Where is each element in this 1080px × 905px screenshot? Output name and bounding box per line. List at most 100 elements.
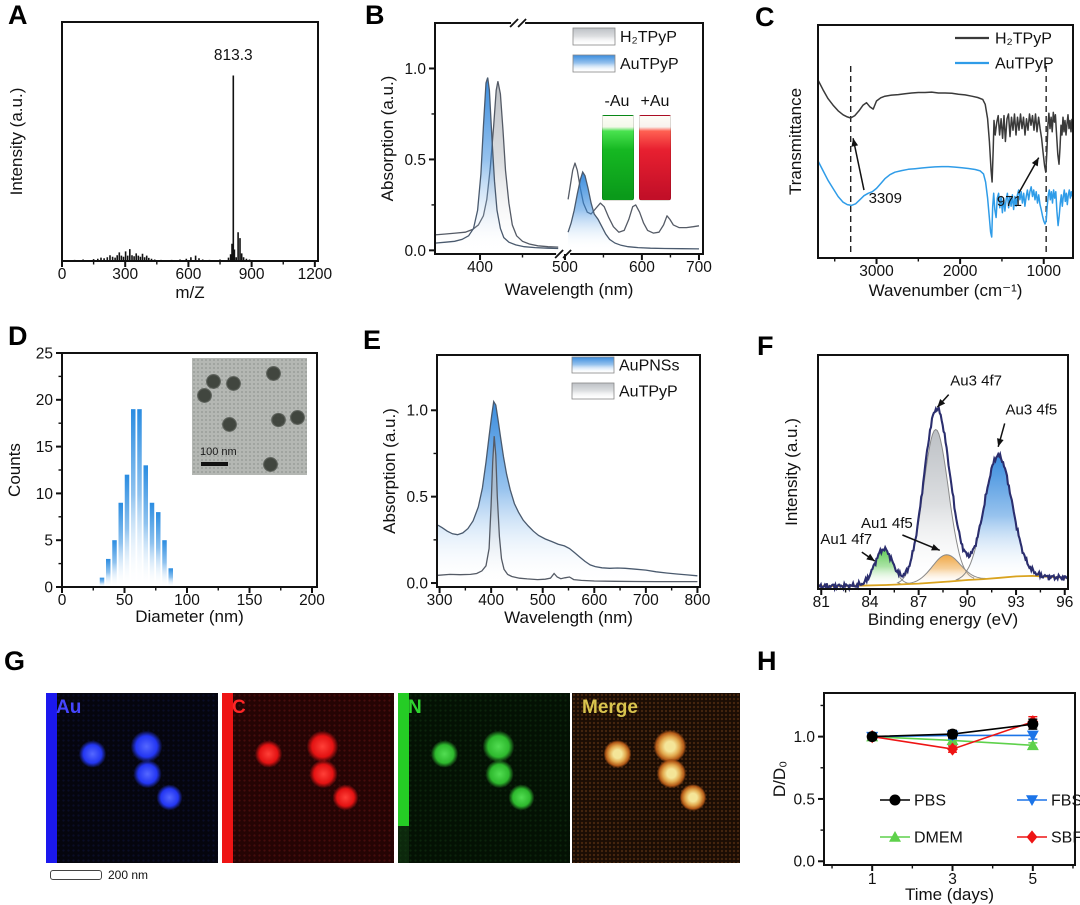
eds-map-label: Au xyxy=(56,697,82,718)
panel-g: G Au C N Merge 200 nm xyxy=(0,640,755,905)
y-tick-label: 25 xyxy=(36,345,53,362)
x-tick-label: 50 xyxy=(116,592,134,609)
legend-label: FBS xyxy=(1051,793,1080,810)
axes: 0 300 600 900 1200 m/Z Intensity (a.u.) xyxy=(7,88,332,302)
annotation-text: Au3 4f7 xyxy=(950,373,1002,390)
detector-edge-bar xyxy=(46,693,57,863)
eds-map-label: N xyxy=(408,697,422,718)
xps-component-Au3 4f7 xyxy=(896,428,975,585)
tem-scale-label: 100 nm xyxy=(200,446,237,458)
nanoparticle-blob xyxy=(603,740,632,768)
nanoparticle-blob xyxy=(306,730,340,764)
plot-frame xyxy=(817,24,1074,259)
absorption-chart: 300 400 500 600 700 800 0.0 0.5 1.0 Wavelength (n… xyxy=(380,354,711,627)
panel-a-label: A xyxy=(8,0,28,30)
x-tick-label: 1000 xyxy=(1026,263,1061,280)
x-axis-title: Wavelength (nm) xyxy=(504,608,633,627)
stability-chart: 1 3 5 0.0 0.5 1.0 Time (days) D/D₀ PBS DMEM FBS SBF xyxy=(770,692,1080,904)
x-tick-label: 1200 xyxy=(298,266,333,283)
eds-map-au: Au xyxy=(46,693,218,863)
absorption-chart-broken-axis: 400 500 600 700 0.0 0.5 1.0 Wavelength (nm) Abso… xyxy=(378,18,712,299)
y-tick-label: 1.0 xyxy=(406,403,428,420)
x-axis-title: Diameter (nm) xyxy=(135,607,244,626)
mass-spectrum-chart: 0 300 600 900 1200 m/Z Intensity (a.u.) 813.3 xyxy=(7,21,332,302)
y-tick-label: 0.0 xyxy=(404,243,426,260)
series-fill-AuPNSs xyxy=(438,401,698,584)
x-tick-label: 300 xyxy=(112,266,138,283)
series-fill-AuTPyP Q-band xyxy=(568,172,699,251)
y-tick-label: 0.5 xyxy=(793,791,815,808)
y-axis-title: D/D₀ xyxy=(770,761,789,797)
x-axis-title: Wavelength (nm) xyxy=(505,280,634,299)
series-AuTPyP Soret xyxy=(434,77,559,250)
tem-nanoparticle xyxy=(222,417,238,433)
eds-map-label: Merge xyxy=(582,697,638,718)
tem-nanoparticle xyxy=(225,376,241,392)
tem-nanoparticle xyxy=(206,373,222,389)
cuvette-minus-au xyxy=(602,115,634,201)
nanoparticle-blob xyxy=(254,740,283,769)
x-tick-label: 0 xyxy=(58,592,67,609)
xps-baseline xyxy=(817,574,1069,588)
nanoparticle-blob xyxy=(332,784,360,811)
x-tick-label: 400 xyxy=(467,259,493,276)
tem-image-inset: 100 nm xyxy=(192,358,307,475)
tem-nanoparticle xyxy=(266,365,282,381)
detector-edge-bar xyxy=(398,693,409,826)
histogram-bar xyxy=(112,540,117,587)
annotation-text: 3309 xyxy=(869,190,902,207)
x-tick-label: 81 xyxy=(813,594,830,611)
nanoparticle-blob xyxy=(130,730,164,764)
annotation-text: Au1 4f7 xyxy=(820,531,872,548)
tem-nanoparticle xyxy=(262,456,278,472)
x-tick-label: 100 xyxy=(174,592,200,609)
series-AuTPyP xyxy=(817,160,1073,238)
panel-e-label: E xyxy=(363,325,382,355)
panel-f-label: F xyxy=(757,331,774,361)
legend-label: AuTPyP xyxy=(619,384,678,401)
series-fill-H₂TPyP Soret xyxy=(435,81,559,251)
nanoparticle-blob xyxy=(430,740,459,769)
y-tick-label: 1.0 xyxy=(793,729,815,746)
legend-label: AuTPyP xyxy=(620,56,679,73)
series-mass-spectrum xyxy=(73,75,251,261)
y-tick-label: 0.0 xyxy=(793,854,815,871)
xps-chart: 81 84 87 90 93 96 Binding energy (eV) Intensity… xyxy=(782,354,1073,629)
x-tick-label: 90 xyxy=(959,594,977,611)
series-fill-AuTPyP Soret xyxy=(435,77,559,251)
x-tick-label: 93 xyxy=(1007,594,1024,611)
y-tick-label: 0.0 xyxy=(406,575,428,592)
axes: 0 50 100 150 200 0 5 10 15 20 25 Diameter (nm) Count… xyxy=(5,345,325,626)
y-axis-title: Transmittance xyxy=(786,88,805,195)
x-axis-title: m/Z xyxy=(175,283,204,302)
panel-c-label: C xyxy=(755,2,775,32)
x-tick-label: 1 xyxy=(868,871,877,888)
x-tick-label: 150 xyxy=(237,592,263,609)
y-tick-label: 15 xyxy=(36,439,53,456)
x-tick-label: 400 xyxy=(478,592,504,609)
histogram-bar xyxy=(162,540,167,587)
panel-d: D 0 50 100 150 200 0 5 10 15 20 25 Diameter (nm) Cou… xyxy=(0,315,345,640)
legend-label: AuTPyP xyxy=(995,56,1054,73)
x-tick-label: 700 xyxy=(633,592,659,609)
tem-nanoparticle xyxy=(270,412,286,428)
panel-f: F 81 84 87 90 93 96 Binding energy (eV) Intensi… xyxy=(715,315,1080,640)
cuvette-minus-au-label: -Au xyxy=(604,93,630,110)
nanoparticle-blob xyxy=(78,740,107,769)
x-tick-label: 87 xyxy=(910,594,927,611)
x-axis-title: Binding energy (eV) xyxy=(868,610,1018,629)
series-AuPNSs xyxy=(437,399,698,577)
x-tick-label: 3000 xyxy=(859,263,894,280)
x-axis-title: Time (days) xyxy=(905,885,994,904)
y-axis-title: Absorption (a.u.) xyxy=(378,76,397,202)
annotation-text: Au1 4f5 xyxy=(861,515,913,532)
x-tick-label: 600 xyxy=(175,266,201,283)
cuvette-photo-inset: -Au +Au xyxy=(598,93,676,205)
x-tick-label: 500 xyxy=(530,592,556,609)
legend-label: H₂TPyP xyxy=(995,31,1052,48)
panel-b: B 400 500 600 700 0.0 0.5 1.0 Wavelength (nm) Ab… xyxy=(345,0,715,312)
nanoparticle-blob xyxy=(156,784,184,811)
eds-scale-bar-label: 200 nm xyxy=(108,867,149,882)
x-tick-label: 0 xyxy=(58,266,67,283)
